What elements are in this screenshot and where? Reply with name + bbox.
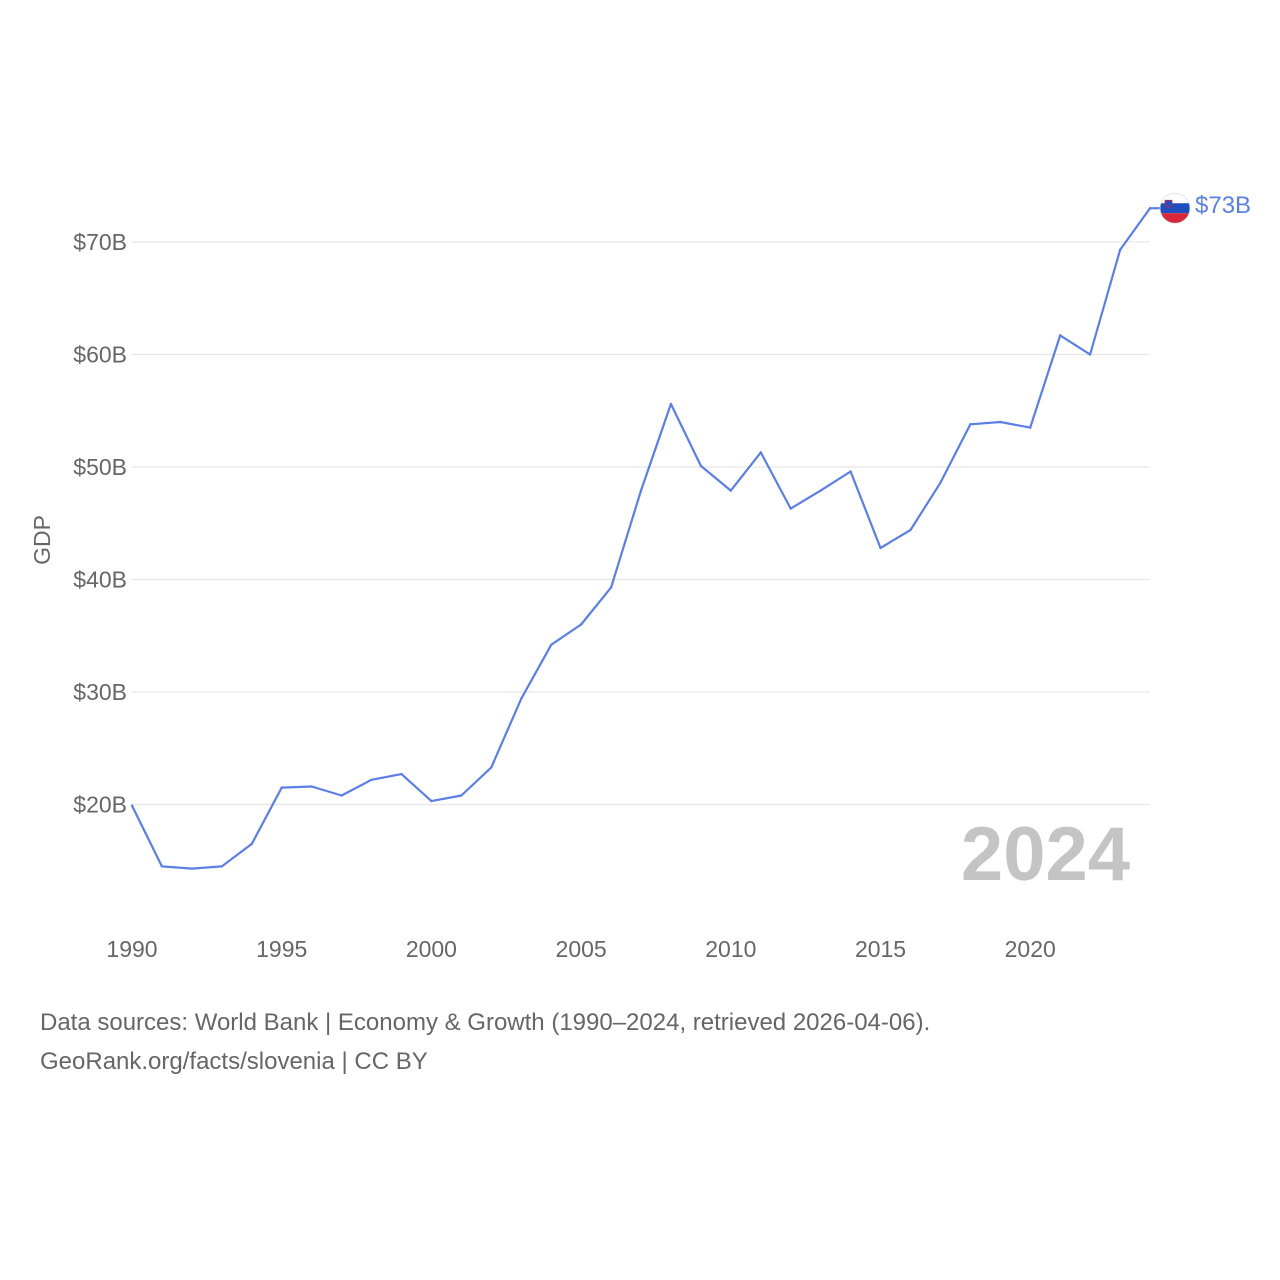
data-point-2007: [639, 489, 643, 492]
y-tick-label: $50B: [73, 454, 127, 480]
data-point-2017: [939, 481, 942, 484]
data-point-1998: [370, 778, 373, 781]
data-point-2001: [460, 794, 463, 797]
source-line-2: GeoRank.org/facts/slovenia | CC BY: [40, 1048, 428, 1075]
x-tick-label: 2015: [855, 936, 906, 962]
data-point-2012: [789, 507, 792, 510]
y-tick-label: $60B: [73, 342, 127, 368]
data-point-1996: [310, 785, 313, 788]
data-point-2019: [999, 420, 1002, 424]
current-year-watermark: 2024: [961, 812, 1130, 897]
data-point-1995: [280, 786, 283, 789]
slovenia-flag-icon: [1150, 192, 1191, 224]
data-point-2018: [969, 423, 972, 426]
x-tick-label: 1995: [256, 936, 307, 962]
gdp-series-line: [131, 207, 1151, 870]
y-tick-label: $70B: [73, 229, 127, 255]
data-point-2023: [1118, 248, 1122, 252]
data-point-2008: [669, 402, 673, 406]
latest-value-label: $73B: [1195, 192, 1251, 219]
y-axis-ticks: $20B $30B $40B $50B $60B $70B: [73, 229, 127, 818]
flag-border: [1159, 192, 1191, 224]
data-point-2011: [759, 451, 762, 454]
data-point-2003: [520, 697, 523, 700]
y-axis-title: GDP: [29, 515, 55, 565]
x-axis-ticks: 1990 1995 2000 2005 2010 2015 2020: [106, 936, 1055, 962]
y-tick-label: $40B: [73, 567, 127, 593]
y-tick-label: $30B: [73, 679, 127, 705]
y-tick-label: $20B: [73, 792, 127, 818]
data-point-2013: [819, 489, 822, 492]
data-point-1993: [220, 865, 224, 868]
x-tick-label: 2010: [705, 936, 756, 962]
flag-stripes: [1160, 193, 1190, 224]
flag-coat-of-arms: [1164, 199, 1173, 208]
data-point-2021: [1058, 334, 1062, 337]
data-point-2005: [579, 623, 583, 626]
data-point-1990: [130, 804, 134, 807]
data-point-1999: [400, 772, 403, 776]
data-point-2000: [430, 799, 433, 803]
gdp-line-chart: $20B $30B $40B $50B $60B $70B 1990 1995 2000 200…: [29, 192, 1251, 962]
x-tick-label: 2000: [406, 936, 457, 962]
data-point-2006: [609, 586, 613, 589]
data-point-2004: [549, 643, 553, 646]
data-point-2002: [490, 766, 493, 769]
gridlines: [132, 241, 1150, 806]
x-tick-label: 1990: [106, 936, 157, 962]
data-source-note: Data sources: World Bank | Economy & Gro…: [40, 1003, 930, 1081]
data-point-2009: [699, 464, 703, 468]
data-point-2015: [879, 546, 882, 550]
data-point-1991: [160, 865, 164, 868]
gdp-data-points: [130, 207, 1152, 870]
data-point-2014: [849, 470, 852, 473]
data-point-1994: [250, 842, 253, 846]
data-point-1997: [340, 794, 343, 797]
data-point-2010: [729, 489, 733, 492]
data-point-2020: [1029, 426, 1032, 429]
x-tick-label: 2020: [1005, 936, 1056, 962]
source-line-1: Data sources: World Bank | Economy & Gro…: [40, 1009, 931, 1036]
data-point-2022: [1088, 353, 1092, 356]
data-point-1992: [190, 867, 194, 870]
data-point-2016: [909, 528, 912, 532]
x-tick-label: 2005: [556, 936, 607, 962]
